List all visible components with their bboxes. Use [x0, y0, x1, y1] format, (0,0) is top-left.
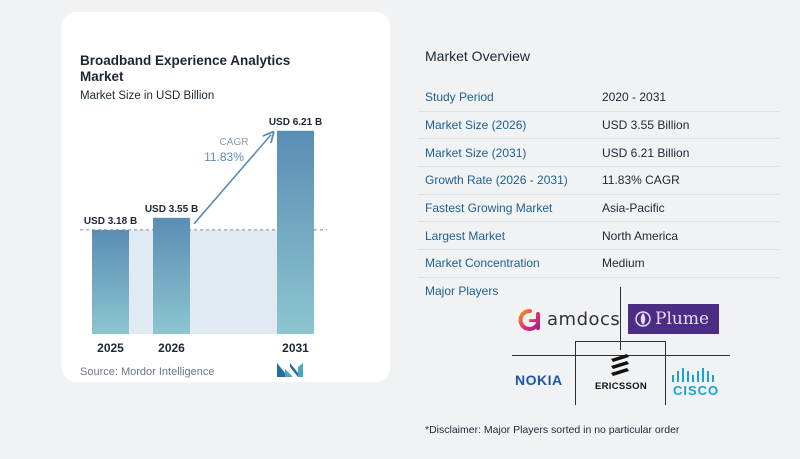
overview-row: Fastest Growing Market Asia-Pacific — [418, 195, 780, 223]
overview-value: 11.83% CAGR — [602, 173, 680, 188]
overview-key: Fastest Growing Market — [425, 201, 553, 216]
logo-divider — [620, 287, 621, 350]
data-label-2025: USD 3.18 B — [84, 216, 137, 227]
x-tick-2026: 2026 — [158, 341, 185, 355]
bar-2026 — [153, 217, 190, 334]
logo-divider — [575, 341, 666, 342]
overview-title: Market Overview — [425, 48, 531, 64]
overview-value: North America — [602, 228, 679, 243]
ericsson-wordmark: ERICSSON — [595, 381, 648, 392]
overview-value: Asia-Pacific — [602, 201, 665, 216]
logo-divider — [575, 341, 576, 405]
bar-2025 — [92, 229, 129, 334]
overview-value: USD 6.21 Billion — [602, 145, 690, 160]
plume-logo: Plume — [628, 304, 719, 334]
x-tick-2031: 2031 — [282, 341, 309, 355]
overview-value: 2020 - 2031 — [602, 90, 667, 105]
overview-row: Market Size (2031) USD 6.21 Billion — [418, 139, 780, 168]
plume-wordmark: Plume — [655, 309, 710, 329]
overview-row: Market Concentration Medium — [418, 250, 780, 278]
overview-key: Market Size (2031) — [425, 145, 527, 160]
amdocs-logo: amdocs — [518, 306, 620, 334]
amdocs-wordmark: amdocs — [547, 309, 621, 330]
overview-key: Growth Rate (2026 - 2031) — [425, 173, 568, 188]
ericsson-logo: ERICSSON — [590, 350, 654, 398]
disclaimer-note: *Disclaimer: Major Players sorted in no … — [425, 424, 680, 436]
overview-key: Market Concentration — [425, 256, 540, 271]
bar-chart: USD 3.18 B 2025 USD 3.55 B 2026 USD 6.21 B 20… — [80, 117, 327, 355]
cagr-arrow — [193, 135, 271, 225]
cisco-bars-icon — [672, 368, 714, 382]
x-tick-2025: 2025 — [97, 341, 124, 355]
cisco-wordmark: CISCO — [673, 383, 720, 398]
mordor-logo-icon — [277, 363, 303, 377]
amdocs-mark-icon — [518, 309, 540, 331]
overview-value: USD 3.55 Billion — [602, 118, 690, 133]
cagr-label: CAGR — [220, 137, 249, 148]
overview-table: Study Period 2020 - 2031 Market Size (20… — [418, 84, 780, 278]
data-label-2026: USD 3.55 B — [145, 204, 198, 215]
bar-2031 — [277, 130, 314, 334]
source-note: Source: Mordor Intelligence — [80, 366, 215, 378]
plume-mark-icon — [635, 311, 651, 327]
overview-key: Market Size (2026) — [425, 118, 527, 133]
overview-row: Market Size (2026) USD 3.55 Billion — [418, 112, 780, 140]
chart-subtitle: Market Size in USD Billion — [80, 90, 215, 102]
data-label-2031: USD 6.21 B — [269, 117, 322, 128]
overview-key: Largest Market — [425, 228, 506, 243]
cisco-logo: CISCO — [670, 368, 720, 400]
major-players-title: Major Players — [425, 284, 499, 298]
cagr-value: 11.83% — [204, 150, 244, 164]
chart-title: Broadband Experience Analytics Market — [80, 53, 291, 84]
logo-divider — [665, 341, 666, 405]
overview-row: Growth Rate (2026 - 2031) 11.83% CAGR — [418, 167, 780, 195]
nokia-wordmark: NOKIA — [515, 372, 563, 388]
overview-key: Study Period — [425, 90, 494, 105]
overview-row: Largest Market North America — [418, 222, 780, 251]
nokia-logo: NOKIA — [515, 370, 573, 392]
overview-value: Medium — [602, 256, 645, 271]
logo-divider — [512, 355, 730, 356]
ericsson-mark-icon — [611, 354, 629, 376]
overview-row: Study Period 2020 - 2031 — [418, 84, 780, 112]
